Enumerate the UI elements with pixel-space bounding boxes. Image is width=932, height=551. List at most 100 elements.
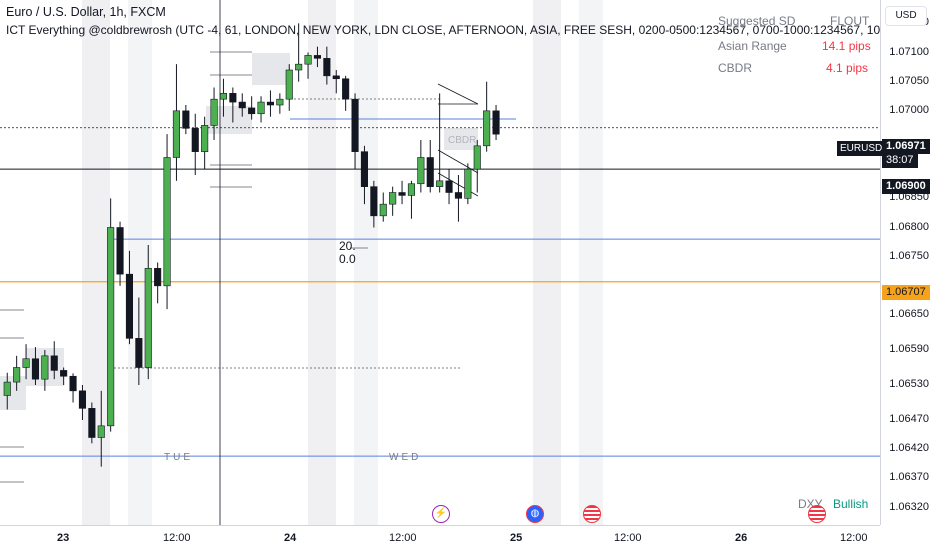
candle (398, 180, 406, 205)
candle (182, 105, 190, 135)
candle-body (229, 93, 237, 103)
candle (238, 93, 246, 117)
candle-body (313, 55, 322, 59)
price-tick-label: 1.06800 (889, 220, 929, 233)
globe-event-icon[interactable]: ◍ (526, 505, 544, 523)
candle (116, 221, 124, 286)
time-axis[interactable]: 23 12:00 24 12:00 25 12:00 26 12:00 (0, 525, 880, 551)
candle-body (116, 227, 124, 275)
us-flag-event-icon-2[interactable] (808, 505, 826, 523)
price-tick-label: 1.07050 (889, 74, 929, 87)
last-price-tag: 1.06971 (882, 139, 930, 154)
candle-body (219, 93, 227, 100)
indicator-legend[interactable]: ICT Everything @coldbrewrosh (UTC -4, 61… (6, 23, 882, 37)
candle-body (41, 355, 49, 380)
candle-body (60, 370, 68, 377)
candle (332, 70, 340, 94)
candle (426, 140, 434, 193)
candle-body (78, 390, 86, 409)
candle (13, 355, 21, 391)
candle (78, 385, 86, 420)
candle-body (323, 58, 331, 77)
price-tick-label: 1.07100 (889, 45, 929, 58)
candle (473, 140, 481, 193)
candle-body (125, 273, 133, 339)
candle (266, 90, 275, 117)
candle-body (360, 151, 369, 187)
info-asian-label: Asian Range (718, 39, 787, 53)
lightning-event-icon[interactable]: ⚡ (432, 505, 450, 523)
time-label: 24 (284, 532, 297, 544)
candle (445, 169, 453, 205)
candle (22, 344, 30, 380)
candle-body (238, 101, 246, 109)
candle-body (50, 355, 58, 371)
candle-body (351, 98, 359, 152)
candle-body (69, 375, 77, 392)
candle-body (97, 425, 105, 438)
candle (492, 105, 500, 140)
chart-area[interactable]: CBDR TUE WED 20. 0.0 Euro / U.S. Dollar,… (0, 0, 882, 525)
day-label-tue: TUE (164, 452, 193, 463)
candle-body (332, 75, 340, 80)
candle-body (22, 358, 30, 368)
candles[interactable] (3, 23, 500, 467)
chart-canvas[interactable]: CBDR TUE WED 20. 0.0 (0, 0, 880, 525)
price-tick-label: 1.06850 (889, 191, 929, 204)
info-dxy-value: Bullish (833, 497, 869, 511)
candle (191, 113, 199, 175)
candle (436, 93, 444, 193)
candle (464, 163, 472, 205)
candle (201, 116, 209, 170)
price-tick-label: 1.06750 (889, 249, 929, 262)
candle-body (172, 110, 180, 158)
candle-body (342, 78, 350, 100)
chart-title[interactable]: Euro / U.S. Dollar, 1h, FXCM (6, 5, 166, 19)
price-tick-label: 1.06650 (889, 308, 929, 320)
candle (60, 367, 68, 385)
candle (379, 192, 387, 222)
level-tag-2: 1.06707 (882, 285, 930, 300)
candle (417, 140, 425, 193)
candle (163, 134, 171, 310)
price-tick-label: 1.06590 (889, 343, 929, 355)
candle-body (285, 69, 293, 100)
time-label: 12:00 (163, 532, 191, 544)
candle-body (473, 145, 481, 170)
candle (229, 87, 237, 123)
candle-body (295, 63, 303, 71)
info-suggested-label: Suggested SD (718, 14, 796, 28)
candle (219, 78, 227, 117)
us-flag-event-icon[interactable] (583, 505, 601, 523)
price-tick-label: 1.06530 (889, 378, 929, 390)
candle-body (426, 157, 434, 187)
currency-button[interactable]: USD (885, 6, 927, 26)
price-tick-label: 1.06320 (889, 500, 929, 513)
time-label: 12:00 (389, 532, 417, 544)
candle-body (154, 268, 162, 287)
fib-label-bottom: 0.0 (339, 252, 356, 266)
candle-body (88, 408, 96, 438)
candle-body (436, 180, 444, 187)
candle-body (483, 110, 491, 147)
candle (389, 186, 397, 216)
candle (41, 350, 49, 391)
candle (154, 262, 162, 304)
candle-body (492, 110, 500, 135)
candle (172, 64, 180, 181)
price-axis[interactable]: 1.071501.071001.070501.070001.068501.068… (880, 0, 932, 525)
candle-body (266, 101, 275, 106)
info-suggested-value: FLOUT (830, 14, 870, 28)
candle-body (210, 98, 218, 126)
candle-body (464, 168, 472, 199)
price-tick-label: 1.06370 (889, 471, 929, 484)
info-cbdr-value: 4.1 pips (826, 61, 869, 75)
candle (107, 198, 115, 432)
candle (342, 75, 350, 111)
candle-body (107, 227, 115, 427)
candle-body (398, 192, 406, 196)
candle-body (191, 128, 199, 152)
candle (31, 347, 40, 385)
candle-body (454, 192, 463, 199)
candle-body (389, 192, 397, 205)
